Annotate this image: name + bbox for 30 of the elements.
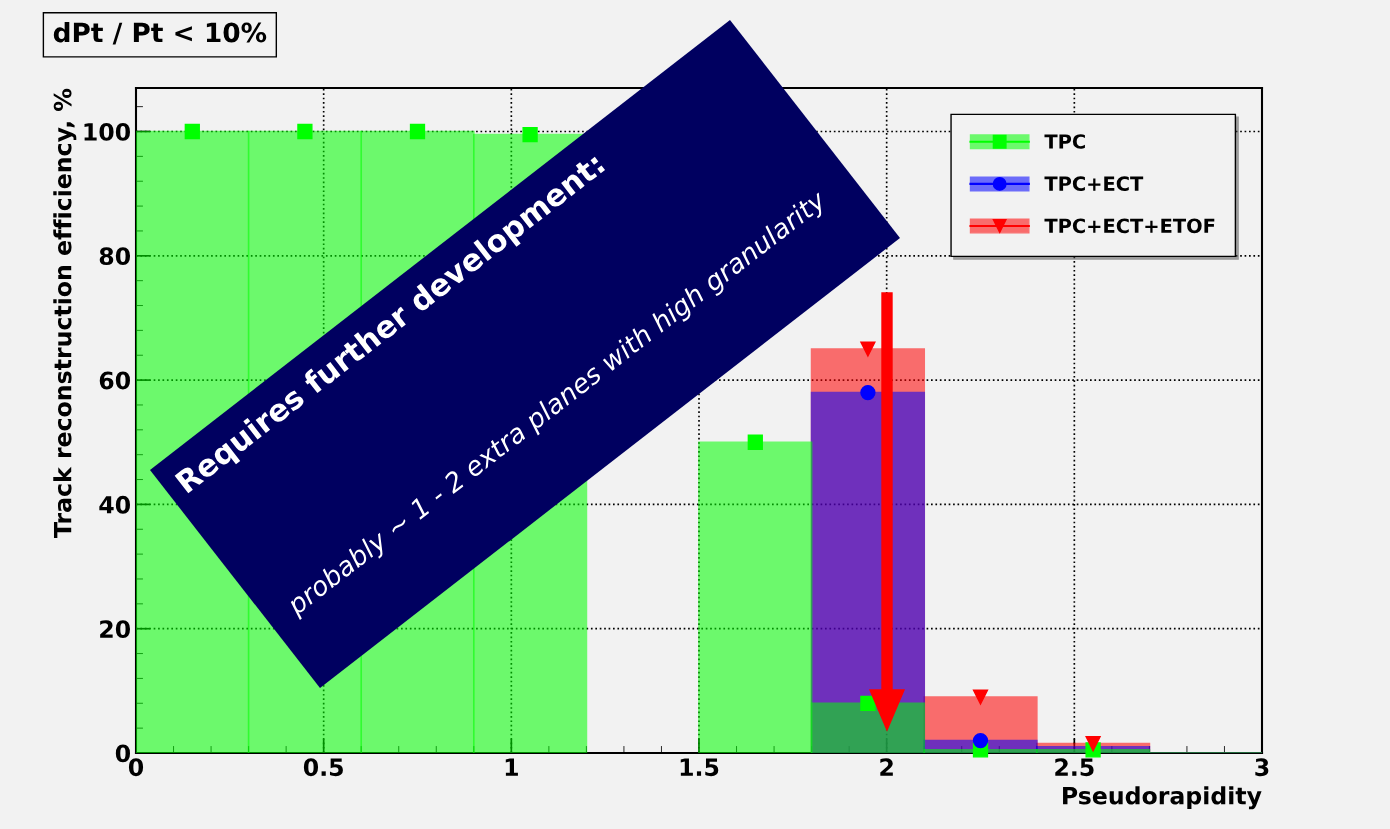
- x-tick-label: 0: [128, 758, 144, 777]
- y-tick-label: 60: [99, 371, 131, 390]
- point: [184, 123, 200, 140]
- point: [972, 732, 989, 749]
- x-axis-title: Pseudorapidity: [1063, 786, 1262, 810]
- y-axis-title: Track reconstruction efficiency, %: [53, 88, 77, 538]
- legend-label: TPC+ECT: [1044, 176, 1144, 191]
- point: [1085, 736, 1101, 752]
- y-tick-label: 0: [115, 744, 131, 763]
- point: [972, 689, 989, 705]
- x-tick-label: 2: [880, 758, 893, 776]
- chart-title: dPt / Pt < 10%: [53, 22, 267, 45]
- point: [860, 341, 876, 357]
- x-tick-label: 0.5: [303, 758, 343, 777]
- legend-label: TPC+ECT+ETOF: [1044, 218, 1215, 234]
- point: [860, 695, 876, 711]
- point: [297, 123, 313, 140]
- legend-label: TPC: [1044, 134, 1085, 149]
- x-tick-label: 1.5: [680, 758, 719, 777]
- y-tick-label: 20: [100, 620, 131, 639]
- point: [522, 126, 538, 143]
- x-tick-label: 3: [1255, 758, 1269, 777]
- y-tick-label: 40: [99, 495, 131, 514]
- x-tick-label: 1: [505, 758, 518, 776]
- x-tick-label: 2.5: [1055, 758, 1094, 777]
- point: [409, 123, 426, 140]
- point: [747, 434, 763, 450]
- y-tick-label: 100: [84, 122, 131, 141]
- y-tick-label: 80: [99, 247, 131, 266]
- point: [860, 384, 876, 401]
